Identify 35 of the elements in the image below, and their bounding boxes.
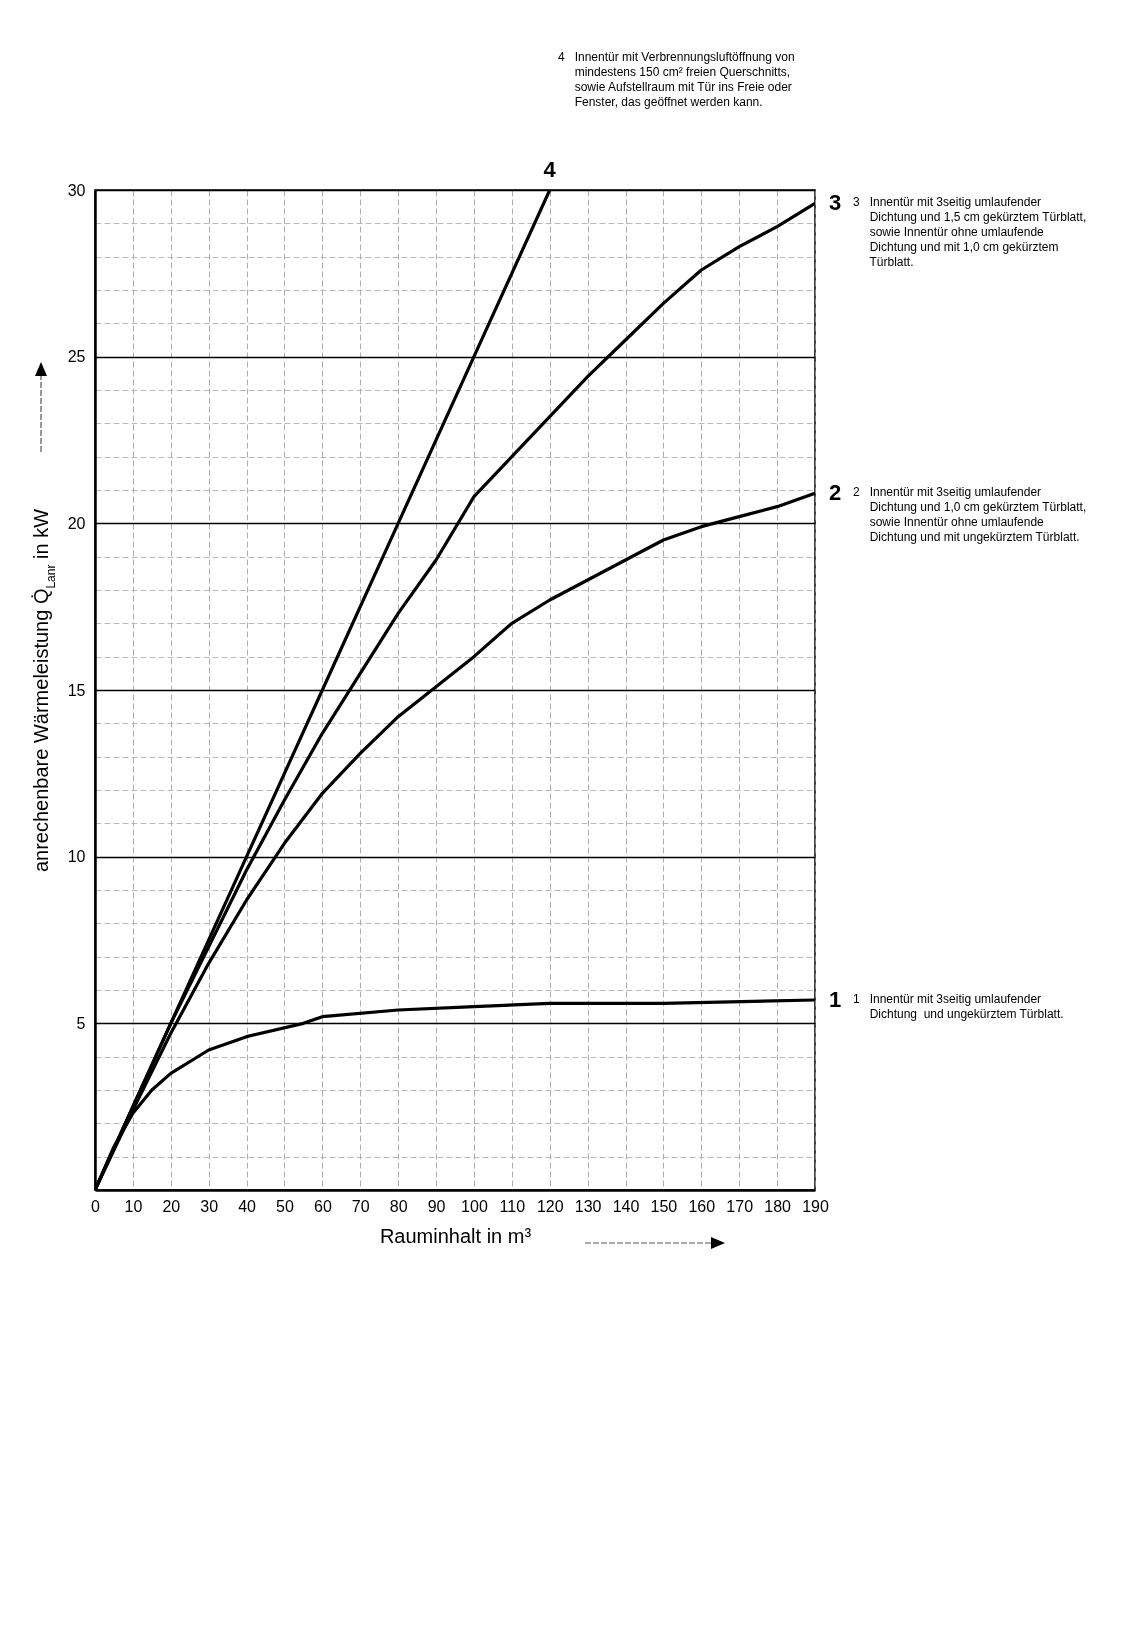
x-tick-label: 20 [162, 1197, 181, 1215]
x-tick-label: 120 [536, 1197, 564, 1215]
text: 1 Innentür mit 3seitig umlaufender Dichtung und ungekürztem Türblatt. [853, 992, 1064, 1022]
x-tick-label: 150 [650, 1197, 678, 1215]
y-tick-label: 10 [67, 848, 86, 866]
x-tick-label: 30 [200, 1197, 219, 1215]
x-tick-label: 160 [688, 1197, 716, 1215]
series-label: 2 [828, 480, 842, 506]
text: 2 Innentür mit 3seitig umlaufender Dichtung und 1,0 cm gekürztem Türblatt, sowie Innentür ohne umlaufende Dichtung und mit ungekürztem Türblatt. [853, 485, 1087, 546]
x-tick-label: 0 [91, 1197, 101, 1215]
y-tick-label: 25 [67, 348, 86, 366]
x-axis-title: Rauminhalt in m³ [379, 1224, 532, 1247]
x-tick-label: 170 [726, 1197, 754, 1215]
y-tick-label: 30 [67, 181, 86, 199]
x-tick-label: 100 [461, 1197, 488, 1215]
x-tick-label: 50 [276, 1197, 294, 1215]
x-tick-label: 140 [612, 1197, 640, 1215]
x-tick-label: 70 [351, 1197, 370, 1215]
series-label: 1 [828, 987, 842, 1012]
x-tick-label: 60 [313, 1197, 332, 1215]
text: 4 Innentür mit Verbrennungsluftöffnung von mindestens 150 cm² freien Querschnitts, sowie Aufstellraum mit Tür ins Freie oder Fenster, das geöffnet werden kann. [558, 50, 795, 110]
y-tick-label: 20 [67, 514, 86, 532]
x-tick-label: 110 [499, 1197, 526, 1215]
x-tick-label: 130 [574, 1197, 602, 1215]
x-tick-label: 10 [124, 1197, 143, 1215]
series-label: 3 [828, 190, 842, 216]
x-tick-label: 80 [389, 1197, 408, 1215]
x-tick-label: 40 [238, 1197, 257, 1215]
text: 3 Innentür mit 3seitig umlaufender Dichtung und 1,5 cm gekürztem Türblatt, sowie Innentür ohne umlaufende Dichtung und mit 1,0 cm gekürztem Türblatt. [853, 195, 1087, 271]
x-tick-label: 90 [427, 1197, 446, 1215]
y-tick-label: 15 [67, 681, 86, 699]
y-tick-label: 5 [76, 1014, 86, 1032]
x-tick-label: 180 [764, 1197, 792, 1215]
series-label: 4 [543, 157, 557, 182]
x-tick-label: 190 [802, 1197, 829, 1215]
